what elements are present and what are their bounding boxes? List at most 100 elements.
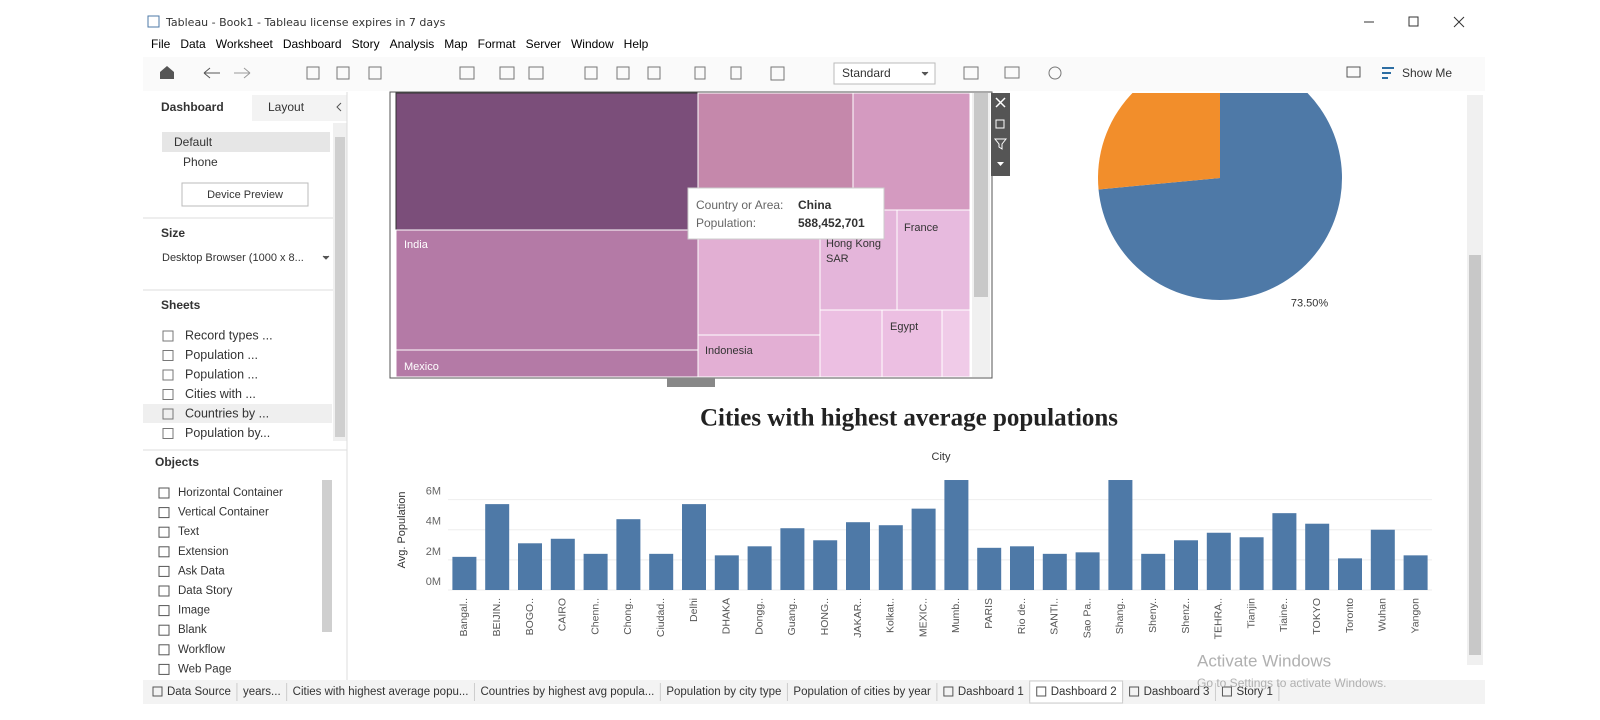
scroll-thumb[interactable] [322, 480, 332, 632]
bar[interactable] [649, 553, 674, 590]
object[interactable]: Ask Data [178, 565, 225, 577]
sheet-tab[interactable]: years... [243, 686, 281, 698]
close[interactable] [1453, 16, 1465, 28]
redo-icon[interactable] [234, 67, 251, 79]
bar[interactable] [1108, 480, 1133, 590]
bar[interactable] [1206, 532, 1231, 590]
restore[interactable] [1408, 16, 1419, 27]
bar[interactable] [452, 556, 477, 590]
sheet[interactable]: Countries by ... [185, 406, 269, 420]
bar[interactable] [977, 547, 1002, 590]
bar[interactable] [485, 504, 510, 590]
bar[interactable] [1338, 558, 1362, 590]
bar[interactable] [944, 480, 969, 590]
bar[interactable] [1141, 553, 1166, 590]
home-icon[interactable] [160, 66, 174, 79]
treemap-cell[interactable] [697, 334, 821, 378]
sidebar-tab[interactable]: Layout [268, 100, 305, 114]
scroll-thumb[interactable] [974, 93, 988, 297]
bar[interactable] [583, 553, 608, 590]
bar[interactable] [550, 538, 575, 590]
object[interactable]: Horizontal Container [178, 487, 283, 499]
menu-icon[interactable] [997, 162, 1004, 166]
menu-item[interactable]: Worksheet [216, 37, 274, 51]
bar[interactable] [1174, 540, 1198, 590]
bar[interactable] [911, 508, 936, 590]
object[interactable]: Blank [178, 624, 207, 636]
sheet[interactable]: Population ... [185, 348, 258, 362]
treemap-cell[interactable] [395, 92, 699, 231]
remove-icon[interactable] [995, 97, 1006, 108]
sheet[interactable]: Population by... [185, 426, 270, 440]
menu-item[interactable]: File [151, 37, 171, 51]
object[interactable]: Data Story [178, 585, 233, 597]
bar[interactable] [747, 546, 772, 590]
treemap-cell[interactable] [896, 209, 971, 311]
undo-icon[interactable] [203, 67, 220, 79]
size-value[interactable]: Desktop Browser (1000 x 8... [162, 252, 304, 264]
device[interactable]: Default [174, 135, 213, 149]
sheet-tab[interactable]: Countries by highest avg popula... [480, 686, 654, 698]
sidebar-tab[interactable]: Dashboard [161, 100, 224, 114]
pie-slice[interactable] [1098, 56, 1342, 300]
menu-item[interactable]: Help [624, 37, 649, 51]
menu-item[interactable]: Analysis [390, 37, 435, 51]
menu-item[interactable]: Window [571, 37, 614, 51]
object[interactable]: Extension [178, 546, 229, 558]
sheet-tab[interactable]: Story 1 [1236, 686, 1272, 698]
sheet[interactable]: Record types ... [185, 328, 273, 342]
treemap-cell[interactable] [395, 349, 699, 378]
sheet-tab[interactable]: Population by city type [666, 686, 781, 698]
bar[interactable] [714, 555, 739, 590]
menu-item[interactable]: Dashboard [283, 37, 342, 51]
filter-icon[interactable] [993, 138, 1008, 150]
sheet-tab[interactable]: Data Source [167, 686, 231, 698]
bar[interactable] [1042, 553, 1067, 590]
bar[interactable] [1403, 555, 1428, 590]
device[interactable]: Phone [183, 155, 218, 169]
object[interactable]: Workflow [178, 644, 226, 656]
goto-icon[interactable] [995, 119, 1005, 129]
object[interactable]: Web Page [178, 663, 232, 675]
bar[interactable] [518, 543, 542, 590]
collapse-icon[interactable] [336, 102, 342, 112]
treemap-cell[interactable] [819, 309, 883, 378]
bar[interactable] [1010, 546, 1034, 590]
menu-item[interactable]: Story [352, 37, 380, 51]
bar[interactable] [1272, 513, 1297, 590]
menu-item[interactable]: Format [478, 37, 517, 51]
sheet-tab[interactable]: Population of cities by year [793, 686, 931, 698]
sheet-tab[interactable]: Dashboard 2 [1051, 686, 1117, 698]
bar[interactable] [1305, 523, 1330, 590]
object[interactable]: Image [178, 605, 210, 617]
bar[interactable] [846, 522, 870, 590]
sheet-tab[interactable]: Dashboard 1 [958, 686, 1024, 698]
scroll-thumb[interactable] [335, 137, 345, 437]
bar[interactable] [1075, 552, 1100, 590]
bar[interactable] [878, 525, 903, 590]
container-tools[interactable] [991, 93, 1010, 176]
presentation-icon[interactable] [1346, 66, 1361, 78]
sheet[interactable]: Population ... [185, 367, 258, 381]
bar[interactable] [682, 504, 706, 590]
treemap-cell[interactable] [395, 229, 699, 351]
sheet-tab[interactable]: Dashboard 3 [1144, 686, 1210, 698]
menu-item[interactable]: Map [444, 37, 468, 51]
bar[interactable] [780, 528, 805, 590]
mark-type-dropdown[interactable] [833, 62, 936, 85]
pie-slice[interactable] [1098, 56, 1220, 190]
bar[interactable] [1370, 529, 1395, 590]
bar[interactable] [813, 540, 838, 590]
treemap-cell[interactable] [941, 309, 971, 378]
device-preview-button[interactable] [181, 182, 309, 207]
object[interactable]: Text [178, 526, 200, 538]
bar[interactable] [616, 519, 641, 590]
menu-item[interactable]: Data [180, 37, 206, 51]
object[interactable]: Vertical Container [178, 507, 269, 519]
show-me[interactable]: Show Me [1402, 66, 1452, 80]
resize-handle[interactable] [667, 378, 715, 387]
treemap-cell[interactable] [881, 309, 943, 378]
bar[interactable] [1239, 537, 1264, 590]
menu-item[interactable]: Server [526, 37, 561, 51]
sheet-tab[interactable]: Cities with highest average popu... [293, 686, 469, 698]
